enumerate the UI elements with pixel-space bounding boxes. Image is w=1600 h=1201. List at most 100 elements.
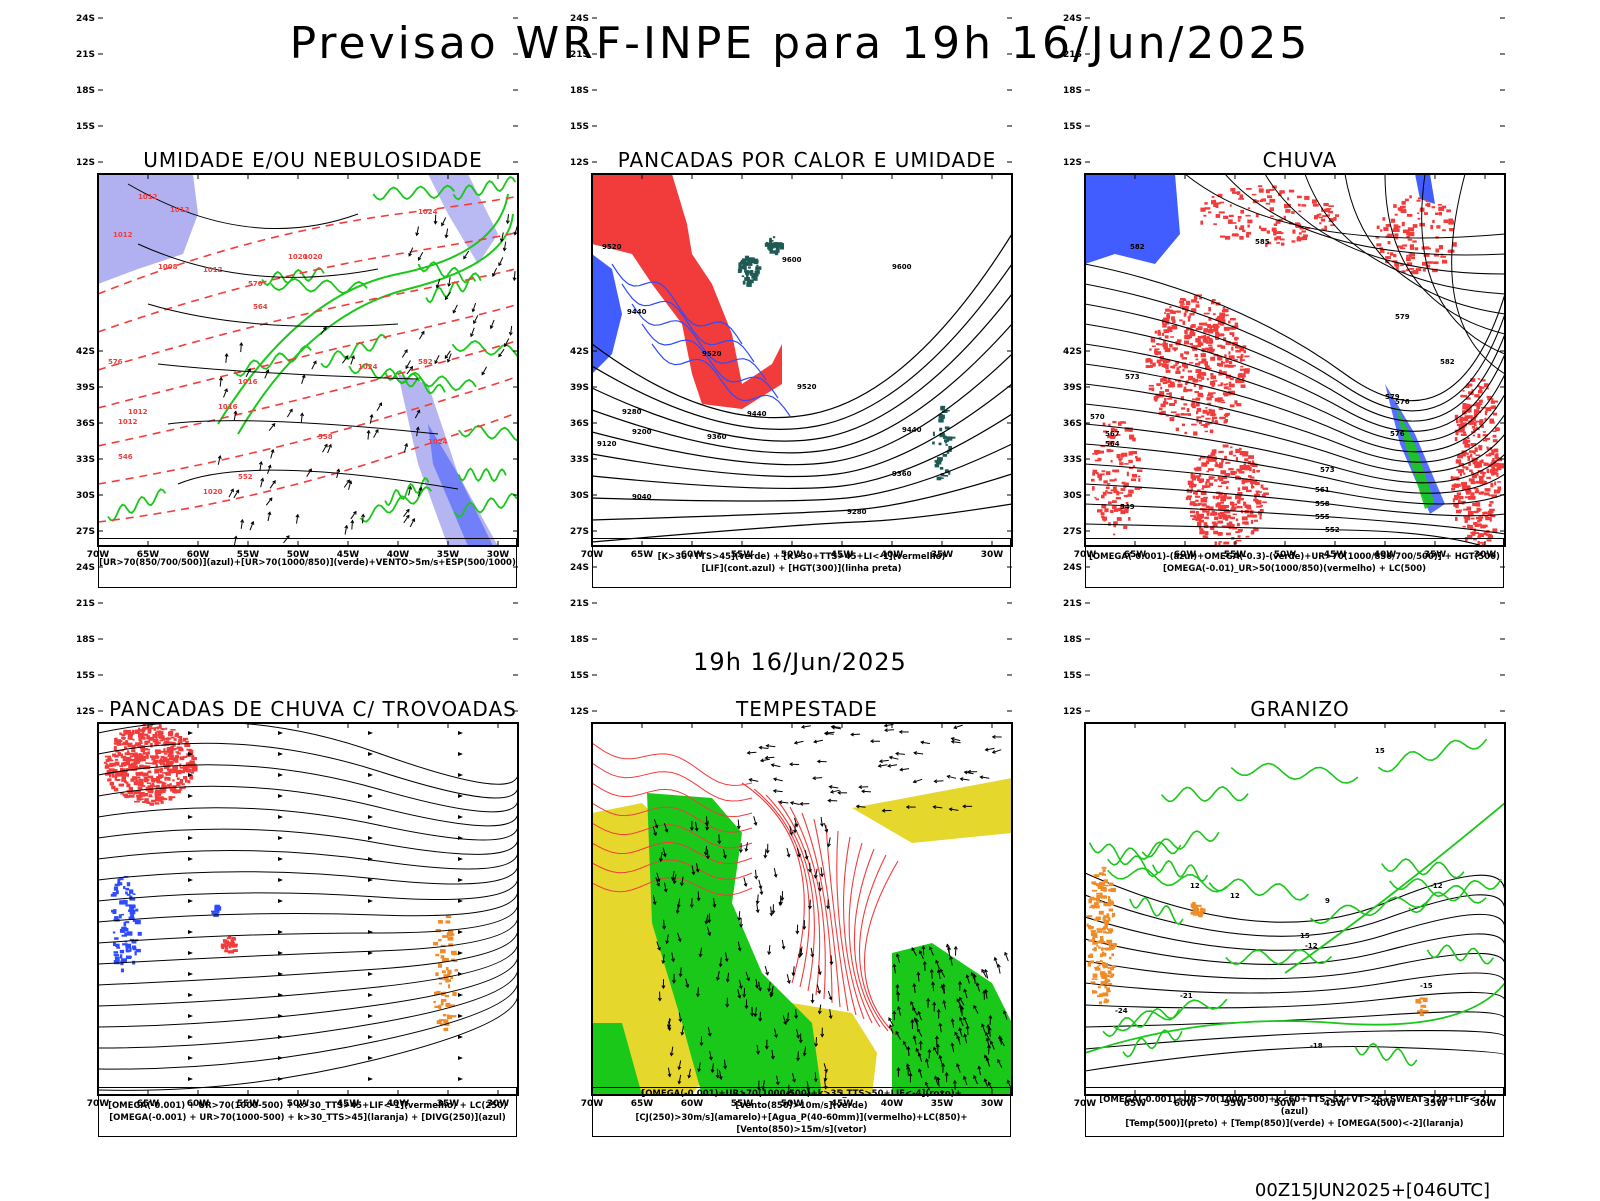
lake-mark bbox=[1303, 607, 1311, 612]
lat-label: 18S bbox=[570, 86, 589, 96]
lat-label: 12S bbox=[570, 707, 589, 717]
contour-label: 9440 bbox=[627, 308, 647, 316]
contour-label: 582 bbox=[1130, 243, 1145, 251]
contour-label: -12 bbox=[1430, 882, 1443, 890]
lat-label: 30S bbox=[76, 491, 95, 501]
contour-label: 561 bbox=[1315, 486, 1330, 494]
panel-title: CHUVA bbox=[1085, 148, 1515, 172]
contour-label: 585 bbox=[1255, 238, 1270, 246]
state-border bbox=[717, 90, 782, 150]
lat-label: 33S bbox=[76, 455, 95, 465]
legend-box: [OMEGA(-0.001)+UR>70(1000-500)+k>35_TTS>… bbox=[592, 1087, 1011, 1137]
lat-label: 24S bbox=[1063, 14, 1082, 24]
contour-label: -21 bbox=[1180, 992, 1193, 1000]
contour-label: 1024 bbox=[418, 208, 438, 216]
lat-label: 24S bbox=[1063, 563, 1082, 573]
lat-label: 12S bbox=[76, 707, 95, 717]
lat-label: 42S bbox=[76, 347, 95, 357]
contour-label: 1016 bbox=[238, 378, 258, 386]
contour-label: 1012 bbox=[138, 193, 158, 201]
contour-label: 570 bbox=[248, 280, 263, 288]
lat-label: 33S bbox=[1063, 455, 1082, 465]
lat-label: 36S bbox=[1063, 419, 1082, 429]
lat-label: 18S bbox=[1063, 635, 1082, 645]
lat-label: 18S bbox=[570, 635, 589, 645]
contour-label: 1012 bbox=[170, 206, 190, 214]
panel-title: TEMPESTADE bbox=[592, 697, 1022, 721]
lake-mark bbox=[778, 622, 786, 627]
legend-line: [Temp(500)](preto) + [Temp(850)](verde) … bbox=[1125, 1118, 1463, 1130]
contour-label: 9520 bbox=[797, 383, 817, 391]
state-border bbox=[223, 639, 288, 699]
state-border bbox=[757, 0, 802, 18]
mid-time-label: 19h 16/Jun/2025 bbox=[560, 648, 1040, 676]
lake-mark bbox=[810, 607, 818, 612]
lat-label: 12S bbox=[1063, 707, 1082, 717]
lat-label: 21S bbox=[1063, 50, 1082, 60]
contour-label: 579 bbox=[1385, 393, 1400, 401]
lake-mark bbox=[1271, 622, 1279, 627]
contour-label: -15 bbox=[1420, 982, 1433, 990]
contour-label: 558 bbox=[1315, 500, 1330, 508]
state-border bbox=[1325, 114, 1385, 150]
contour-label: 9520 bbox=[702, 350, 722, 358]
lat-label: 39S bbox=[570, 383, 589, 393]
lat-label: 42S bbox=[1063, 347, 1082, 357]
contour-label: 9600 bbox=[782, 256, 802, 264]
contour-label: 582 bbox=[1440, 358, 1455, 366]
contour-label: 9120 bbox=[597, 440, 617, 448]
contour-label: 1020 bbox=[288, 253, 308, 261]
contour-label: 9440 bbox=[747, 410, 767, 418]
lat-label: 39S bbox=[76, 383, 95, 393]
contour-label: 12 bbox=[1230, 892, 1240, 900]
lake-mark bbox=[284, 622, 292, 627]
contour-label: 9360 bbox=[892, 470, 912, 478]
contour-label: 9600 bbox=[892, 263, 912, 271]
contour-label: 546 bbox=[118, 453, 133, 461]
contour-label: 576 bbox=[108, 358, 123, 366]
lat-label: 15S bbox=[1063, 671, 1082, 681]
state-border bbox=[338, 663, 398, 699]
contour-label: 552 bbox=[1325, 526, 1340, 534]
lat-label: 24S bbox=[570, 563, 589, 573]
lat-label: 39S bbox=[1063, 383, 1082, 393]
contour-label: 9440 bbox=[902, 426, 922, 434]
legend-line: [OMEGA(-0.001) + UR>70(1000-500) + k>30_… bbox=[108, 1100, 507, 1112]
lat-label: 27S bbox=[1063, 527, 1082, 537]
contour-label: 9200 bbox=[632, 428, 652, 436]
state-border bbox=[1325, 663, 1385, 699]
lat-label: 27S bbox=[570, 527, 589, 537]
map-frame: -12-12-15-18-21-2412159121512S15S18S21S2… bbox=[1085, 723, 1505, 1111]
contour-label: 12 bbox=[1190, 882, 1200, 890]
lat-label: 18S bbox=[1063, 86, 1082, 96]
contour-label: 579 bbox=[1395, 313, 1410, 321]
panel-title: UMIDADE E/OU NEBULOSIDADE bbox=[98, 148, 528, 172]
contour-label: 9520 bbox=[602, 243, 622, 251]
contour-label: 1008 bbox=[158, 263, 178, 271]
legend-line: [OMEGA(-0.001)+UR>70(1000-500)+k>35_TTS>… bbox=[593, 1088, 1010, 1112]
state-border bbox=[273, 621, 358, 699]
contour-label: -24 bbox=[1115, 1007, 1128, 1015]
legend-box: [OMEGA(-0.001)+UR>70(1000-500)+k<60+TTS>… bbox=[1085, 1087, 1504, 1137]
legend-line: [CJ(250)>30m/s](amarelo)+[Agua_P(40-60mm… bbox=[593, 1112, 1010, 1136]
lat-label: 15S bbox=[570, 671, 589, 681]
lat-label: 15S bbox=[570, 122, 589, 132]
contour-label: 558 bbox=[318, 433, 333, 441]
legend-line: [OMEGA(-0.01)_UR>50(1000/850)(vermelho) … bbox=[1163, 563, 1426, 575]
lat-label: 30S bbox=[1063, 491, 1082, 501]
lat-label: 15S bbox=[76, 671, 95, 681]
lat-label: 15S bbox=[1063, 122, 1082, 132]
state-border bbox=[1260, 621, 1345, 699]
legend-box: [OMEGA(-0.001)-(azul)+OMEGA(-0.3)-(verde… bbox=[1085, 538, 1504, 588]
lat-label: 36S bbox=[76, 419, 95, 429]
lat-label: 30S bbox=[570, 491, 589, 501]
panel-title: PANCADAS DE CHUVA C/ TROVOADAS bbox=[98, 697, 528, 721]
state-border bbox=[263, 0, 308, 18]
contour-label: 1012 bbox=[203, 266, 223, 274]
lat-label: 24S bbox=[76, 14, 95, 24]
